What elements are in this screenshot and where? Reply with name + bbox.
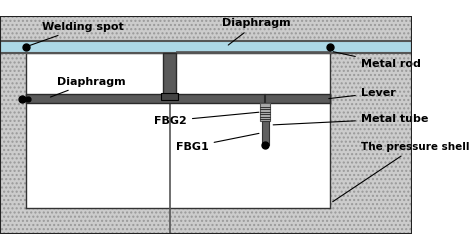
Bar [26,182,330,208]
Bar [26,94,330,208]
Text: Lever: Lever [329,88,396,99]
Text: Welding spot: Welding spot [29,22,123,46]
Bar [26,94,330,208]
Bar [260,103,270,121]
Text: Diaphragm: Diaphragm [50,76,126,97]
Bar [0,41,412,53]
Text: The pressure shell: The pressure shell [333,142,469,202]
Bar [26,94,330,103]
Bar [161,93,178,100]
Text: Diaphragm: Diaphragm [222,18,291,45]
Bar [163,53,176,94]
Text: Metal tube: Metal tube [273,114,428,125]
Text: FBG1: FBG1 [176,133,259,152]
Bar [262,121,269,145]
Bar [26,53,330,103]
Text: FBG2: FBG2 [154,112,259,126]
Text: Metal rod: Metal rod [333,52,421,69]
